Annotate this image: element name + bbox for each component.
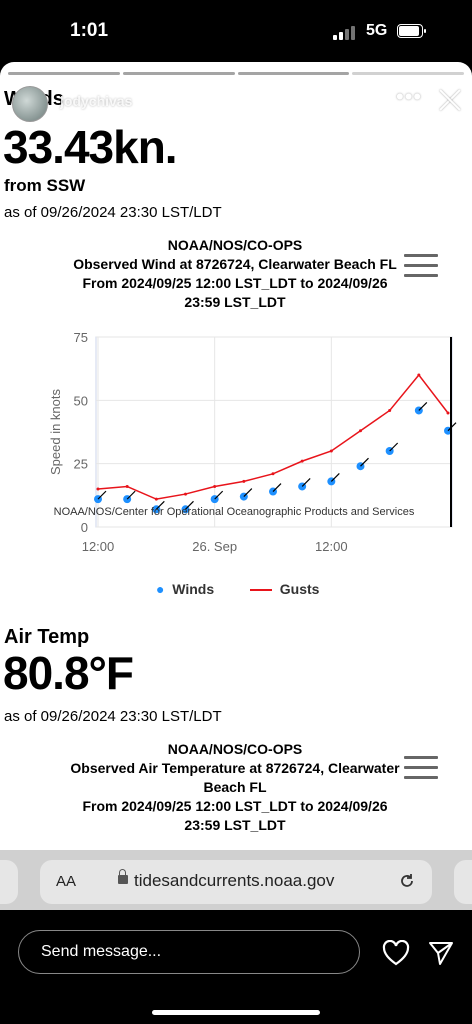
legend-winds-label: Winds [172, 581, 215, 597]
wind-direction-arrow [214, 490, 224, 500]
gusts-point [300, 459, 304, 463]
air-temp-value: 80.8°F [3, 647, 134, 699]
next-tab[interactable] [454, 860, 472, 904]
chart-credits: NOAA/NOS/Center for Operational Oceanogr… [54, 506, 415, 518]
send-icon[interactable] [428, 940, 454, 966]
wind-direction-arrow [126, 490, 136, 500]
gusts-point [213, 484, 217, 488]
x-tick-label: 26. Sep [192, 539, 237, 554]
temp-chart-title-line: Observed Air Temperature at 8726724, Cle… [70, 760, 400, 776]
wind-direction-arrow [389, 442, 399, 452]
wind-direction-arrow [185, 500, 194, 510]
legend-winds[interactable]: ● Winds [156, 581, 214, 597]
air-temp-as-of: as of 09/26/2024 23:30 LST/LDT [4, 708, 222, 725]
x-tick-label: 12:00 [315, 539, 348, 554]
reader-settings-button[interactable]: AA [56, 873, 77, 890]
wind-direction-arrow [301, 478, 311, 487]
wind-direction: from SSW [4, 176, 86, 195]
y-tick-label: 0 [81, 520, 88, 535]
wind-direction-arrow [155, 500, 165, 510]
wind-direction-arrow [97, 490, 107, 500]
story-header: jodychivas 1h ••• [0, 82, 472, 122]
network-label: 5G [366, 22, 388, 39]
reload-icon[interactable] [398, 872, 416, 890]
temp-chart-title-line: NOAA/NOS/CO-OPS [167, 741, 303, 757]
wind-direction-arrow [272, 483, 282, 492]
story-progress [8, 72, 464, 75]
home-indicator [152, 1010, 320, 1015]
wind-chart: 0 25 50 75 12:00 26. Sep 12:00 Speed in knots NO… [48, 330, 457, 554]
wind-chart-title-line: NOAA/NOS/CO-OPS [167, 237, 303, 253]
plot-area [95, 336, 453, 528]
winds-marker-icon: ● [156, 581, 165, 597]
avatar[interactable] [12, 86, 48, 122]
reply-bar: Send message... [0, 910, 472, 1024]
gusts-point [446, 411, 450, 415]
gusts-point [242, 479, 246, 483]
story-age: 1h [152, 93, 168, 109]
gusts-point [271, 472, 275, 476]
wind-direction-arrow [330, 472, 340, 482]
temp-chart-title: NOAA/NOS/CO-OPS Observed Air Temperature… [30, 740, 440, 835]
air-temp-title: Air Temp [4, 626, 90, 648]
y-axis-label: Speed in knots [48, 389, 63, 476]
story-card: Winds 33.43kn. from SSW as of 09/26/2024… [0, 62, 472, 910]
temp-chart-title-line: Beach FL [203, 779, 267, 795]
signal-icon [333, 24, 359, 40]
legend-gusts-label: Gusts [279, 581, 320, 597]
y-tick-label: 25 [74, 457, 88, 472]
gusts-point [154, 497, 158, 501]
more-options-icon[interactable]: ••• [396, 84, 423, 109]
x-tick-label: 12:00 [82, 539, 115, 554]
gusts-point [388, 408, 392, 412]
chart-menu-icon[interactable] [404, 254, 438, 280]
status-bar: 1:01 5G [0, 0, 472, 62]
temp-chart-title-line: 23:59 LST_LDT [184, 817, 286, 833]
address-bar[interactable]: AA tidesandcurrents.noaa.gov [40, 860, 432, 904]
gusts-point [96, 487, 100, 491]
wind-speed-value: 33.43kn. [3, 121, 178, 173]
legend-gusts[interactable]: Gusts [250, 581, 319, 597]
send-message-input[interactable]: Send message... [18, 930, 360, 974]
gusts-point [329, 449, 333, 453]
send-message-placeholder: Send message... [41, 943, 162, 960]
prev-tab[interactable] [0, 860, 18, 904]
battery-icon [397, 24, 426, 38]
gusts-point [359, 429, 362, 433]
temp-chart-title-line: From 2024/09/25 12:00 LST_LDT to 2024/09… [82, 798, 388, 814]
heart-icon[interactable] [382, 940, 410, 966]
winds-as-of: as of 09/26/2024 23:30 LST/LDT [4, 204, 222, 221]
temp-chart-menu-icon[interactable] [404, 756, 438, 782]
wind-chart-title-line: 23:59 LST_LDT [184, 294, 286, 310]
wind-chart-title-line: From 2024/09/25 12:00 LST_LDT to 2024/09… [82, 275, 388, 291]
wind-chart-title-line: Observed Wind at 8726724, Clearwater Bea… [73, 256, 397, 272]
wind-chart-title: NOAA/NOS/CO-OPS Observed Wind at 8726724… [30, 236, 440, 312]
wind-direction-arrow [243, 488, 253, 498]
gusts-point [417, 373, 421, 377]
wind-direction-arrow [418, 402, 428, 411]
close-icon[interactable] [438, 88, 462, 112]
url-text: tidesandcurrents.noaa.gov [134, 871, 335, 890]
gusts-line-icon [250, 589, 272, 592]
status-time: 1:01 [70, 20, 109, 41]
gusts-point [184, 492, 187, 496]
lock-icon [118, 869, 128, 884]
y-tick-label: 50 [74, 393, 88, 408]
y-tick-label: 75 [74, 330, 88, 345]
gusts-point [125, 484, 129, 488]
story-username[interactable]: jodychivas [60, 93, 133, 109]
wind-direction-arrow [360, 457, 369, 467]
